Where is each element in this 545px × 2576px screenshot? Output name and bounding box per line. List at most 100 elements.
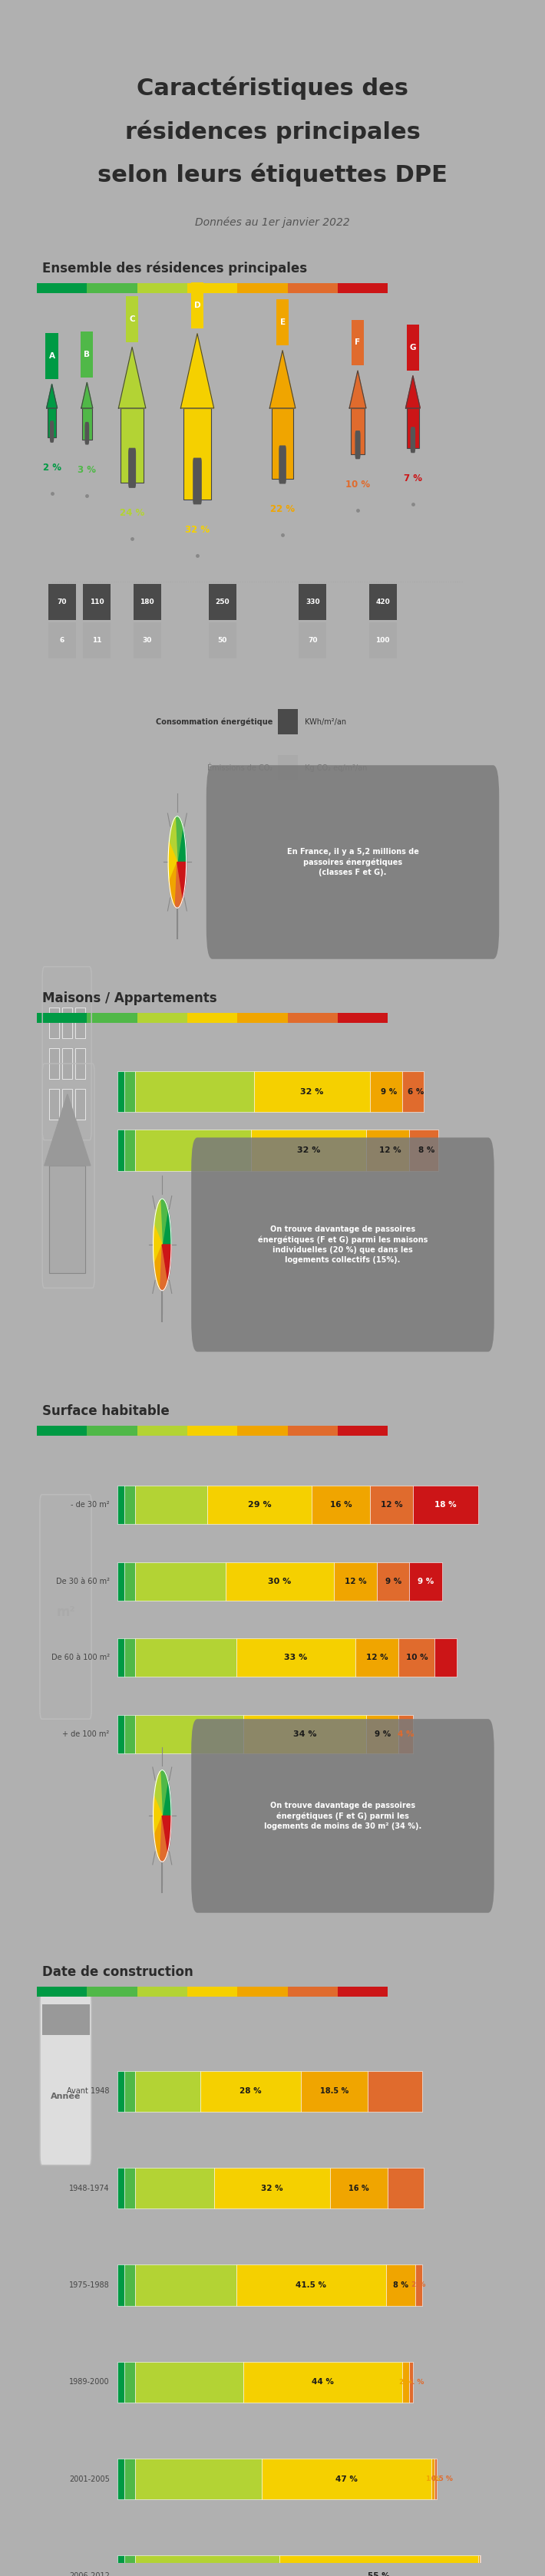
- FancyBboxPatch shape: [193, 459, 202, 505]
- Bar: [46, 332, 58, 379]
- Bar: [187, 1425, 238, 1435]
- Text: 15 %: 15 %: [386, 2089, 404, 2094]
- Bar: [338, 1986, 388, 1996]
- Text: D: D: [194, 301, 201, 309]
- Bar: [63, 1007, 72, 1038]
- Text: Date de construction: Date de construction: [42, 1965, 193, 1978]
- Bar: [338, 1012, 388, 1023]
- Polygon shape: [270, 350, 295, 407]
- Bar: [37, 1425, 87, 1435]
- Text: Émissions de CO₂: Émissions de CO₂: [207, 765, 272, 773]
- Text: 180: 180: [140, 598, 154, 605]
- Text: 16 %: 16 %: [330, 1502, 352, 1510]
- Bar: [238, 1986, 288, 1996]
- Polygon shape: [162, 1816, 171, 1852]
- Bar: [124, 1486, 135, 1525]
- Bar: [398, 1638, 435, 1677]
- Polygon shape: [154, 1200, 162, 1244]
- Bar: [135, 2169, 215, 2208]
- Bar: [288, 1986, 338, 1996]
- Polygon shape: [160, 1244, 168, 1291]
- Polygon shape: [154, 1816, 162, 1860]
- Text: m²: m²: [57, 1605, 75, 1618]
- Text: 330: 330: [305, 598, 320, 605]
- Bar: [398, 1716, 413, 1754]
- Text: 22 %: 22 %: [270, 505, 295, 515]
- Polygon shape: [154, 1244, 162, 1291]
- Bar: [238, 1012, 288, 1023]
- Bar: [377, 1561, 409, 1600]
- Bar: [83, 623, 111, 657]
- Text: A: A: [49, 353, 55, 361]
- Bar: [135, 2555, 280, 2576]
- Bar: [63, 1048, 72, 1079]
- Text: On trouve davantage de passoires
énergétiques (F et G) parmi les maisons
individ: On trouve davantage de passoires énergét…: [258, 1226, 428, 1262]
- Bar: [87, 1425, 137, 1435]
- Text: 420: 420: [376, 598, 390, 605]
- Bar: [134, 585, 161, 621]
- Text: 4 %: 4 %: [398, 1731, 414, 1739]
- Text: 1989-2000: 1989-2000: [69, 2378, 110, 2385]
- FancyBboxPatch shape: [355, 430, 360, 459]
- Bar: [63, 1090, 72, 1121]
- Bar: [124, 2362, 135, 2403]
- Text: De 60 à 100 m²: De 60 à 100 m²: [51, 1654, 110, 1662]
- FancyBboxPatch shape: [85, 422, 89, 446]
- Text: 32 %: 32 %: [296, 1146, 320, 1154]
- Bar: [87, 1012, 137, 1023]
- Text: 3 %: 3 %: [78, 466, 96, 474]
- Bar: [236, 2264, 386, 2306]
- Bar: [117, 1486, 124, 1525]
- Bar: [117, 2264, 124, 2306]
- Bar: [124, 2169, 135, 2208]
- Text: 9 %: 9 %: [385, 1577, 402, 1584]
- Polygon shape: [175, 817, 183, 863]
- Bar: [244, 1716, 366, 1754]
- Bar: [388, 2169, 424, 2208]
- Bar: [124, 2264, 135, 2306]
- Polygon shape: [118, 348, 146, 407]
- Bar: [134, 623, 161, 657]
- Bar: [312, 1486, 370, 1525]
- Bar: [251, 1131, 366, 1170]
- Text: 41.5 %: 41.5 %: [296, 2282, 326, 2290]
- Bar: [407, 407, 419, 448]
- Text: 8 %: 8 %: [418, 1146, 434, 1154]
- Bar: [407, 325, 419, 371]
- Bar: [409, 1561, 442, 1600]
- Bar: [135, 2362, 244, 2403]
- Bar: [236, 1638, 355, 1677]
- Text: 9 %: 9 %: [374, 1731, 391, 1739]
- Bar: [124, 1072, 135, 1113]
- Text: 0.5 %: 0.5 %: [432, 2476, 453, 2483]
- Text: 8 %: 8 %: [393, 2282, 408, 2290]
- Polygon shape: [153, 1795, 162, 1837]
- Text: 1 %: 1 %: [426, 2476, 440, 2483]
- Text: Données au 1er janvier 2022: Données au 1er janvier 2022: [195, 216, 350, 229]
- Text: 55 %: 55 %: [368, 2571, 390, 2576]
- Bar: [37, 1986, 87, 1996]
- Text: En France, il y a 5,2 millions de
passoires énergétiques
(classes F et G).: En France, il y a 5,2 millions de passoi…: [287, 848, 419, 876]
- Polygon shape: [154, 1772, 162, 1816]
- Bar: [435, 2458, 437, 2499]
- Text: 24 %: 24 %: [120, 507, 144, 518]
- Bar: [262, 2458, 431, 2499]
- Bar: [75, 1048, 86, 1079]
- Text: + de 100 m²: + de 100 m²: [63, 1731, 110, 1739]
- Bar: [50, 1007, 59, 1038]
- Text: - de 30 m²: - de 30 m²: [71, 1502, 110, 1510]
- Bar: [299, 623, 326, 657]
- Text: 12 %: 12 %: [380, 1502, 402, 1510]
- Bar: [209, 585, 236, 621]
- FancyBboxPatch shape: [279, 446, 286, 484]
- Bar: [124, 2555, 135, 2576]
- Bar: [187, 283, 238, 294]
- Bar: [124, 2071, 135, 2112]
- Text: Année: Année: [51, 2092, 81, 2099]
- Text: 11: 11: [92, 636, 102, 644]
- Bar: [215, 2169, 330, 2208]
- Text: 32 %: 32 %: [185, 526, 210, 536]
- Text: 30 %: 30 %: [268, 1577, 291, 1584]
- Bar: [338, 283, 388, 294]
- Text: 29 %: 29 %: [248, 1502, 271, 1510]
